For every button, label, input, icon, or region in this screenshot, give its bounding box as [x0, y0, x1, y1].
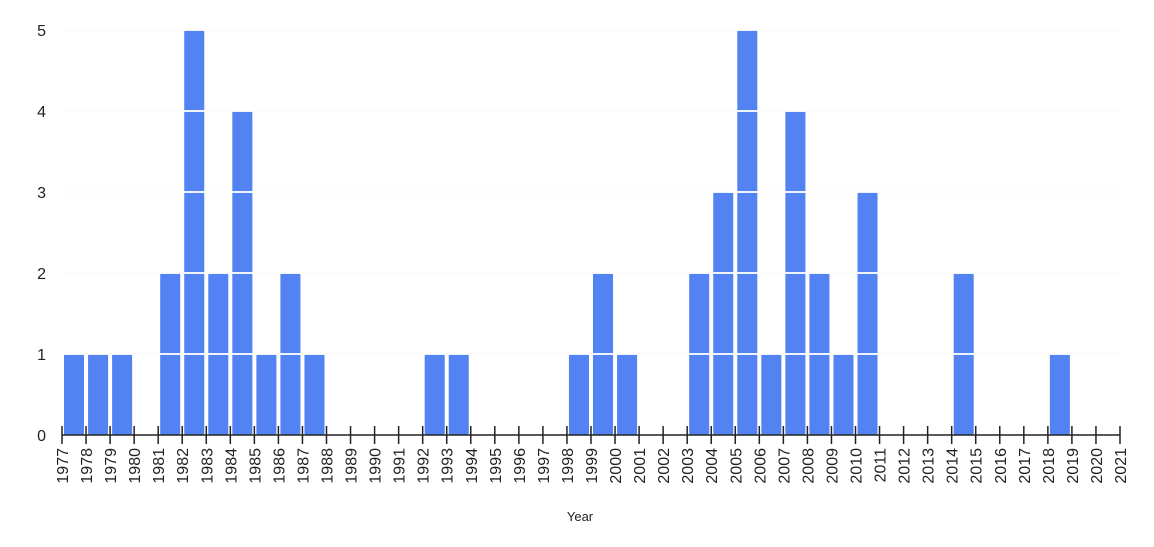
x-tick-label: 2000	[608, 448, 625, 484]
x-tick-label: 2002	[656, 448, 673, 484]
x-tick-label: 2021	[1113, 448, 1130, 484]
x-tick-label: 1985	[247, 448, 264, 484]
bar	[184, 30, 205, 435]
bar	[737, 30, 758, 435]
x-tick-label: 2001	[632, 448, 649, 484]
x-tick-label: 1999	[584, 448, 601, 484]
x-tick-label: 2017	[1017, 448, 1034, 484]
x-tick-label: 1986	[271, 448, 288, 484]
x-tick-label: 1995	[488, 448, 505, 484]
x-tick-label: 2013	[921, 448, 938, 484]
bar	[424, 354, 445, 435]
y-tick-label: 5	[37, 23, 46, 40]
y-tick-label: 0	[37, 428, 46, 445]
x-tick-label: 2006	[752, 448, 769, 484]
x-tick-label: 1993	[440, 448, 457, 484]
x-tick-label: 1991	[392, 448, 409, 484]
x-tick-label: 1988	[320, 448, 337, 484]
x-tick-label: 1982	[175, 448, 192, 484]
bar	[112, 354, 133, 435]
x-tick-label: 2007	[776, 448, 793, 484]
x-tick-label: 2005	[728, 448, 745, 484]
x-tick-label: 1992	[416, 448, 433, 484]
x-tick-label: 1984	[223, 448, 240, 484]
x-tick-label: 2016	[993, 448, 1010, 484]
x-tick-label: 1979	[103, 448, 120, 484]
x-tick-label: 1997	[536, 448, 553, 484]
x-tick-label: 1996	[512, 448, 529, 484]
y-tick-label: 3	[37, 185, 46, 202]
x-tick-label: 2011	[873, 448, 890, 483]
x-tick-label: 1978	[79, 448, 96, 484]
x-tick-label: 1977	[55, 448, 72, 484]
bar	[761, 354, 782, 435]
x-tick-label: 1994	[464, 448, 481, 484]
x-tick-label: 2014	[945, 448, 962, 484]
x-axis-title: Year	[567, 509, 594, 524]
x-tick-label: 2020	[1089, 448, 1106, 484]
bar	[448, 354, 469, 435]
bar	[617, 354, 638, 435]
x-tick-label: 2010	[849, 448, 866, 484]
x-tick-label: 1983	[199, 448, 216, 484]
x-tick-label: 1989	[344, 448, 361, 484]
bar	[1049, 354, 1070, 435]
x-tick-label: 2003	[680, 448, 697, 484]
x-tick-label: 2008	[800, 448, 817, 484]
x-tick-label: 2012	[897, 448, 914, 484]
y-tick-label: 2	[37, 266, 46, 283]
bar	[833, 354, 854, 435]
y-tick-label: 4	[37, 104, 46, 121]
x-tick-label: 1990	[368, 448, 385, 484]
bar	[304, 354, 325, 435]
x-tick-label: 2004	[704, 448, 721, 484]
x-tick-label: 2019	[1065, 448, 1082, 484]
bar	[88, 354, 109, 435]
bar	[857, 192, 878, 435]
x-tick-label: 2015	[969, 448, 986, 484]
x-tick-label: 1981	[151, 448, 168, 484]
x-tick-label: 2018	[1041, 448, 1058, 484]
x-tick-label: 1980	[127, 448, 144, 484]
bar	[713, 192, 734, 435]
bar	[568, 354, 589, 435]
y-tick-label: 1	[37, 347, 46, 364]
x-tick-label: 1998	[560, 448, 577, 484]
bar	[256, 354, 277, 435]
x-tick-label: 1987	[295, 448, 312, 484]
bar	[64, 354, 85, 435]
x-tick-label: 2009	[824, 448, 841, 484]
